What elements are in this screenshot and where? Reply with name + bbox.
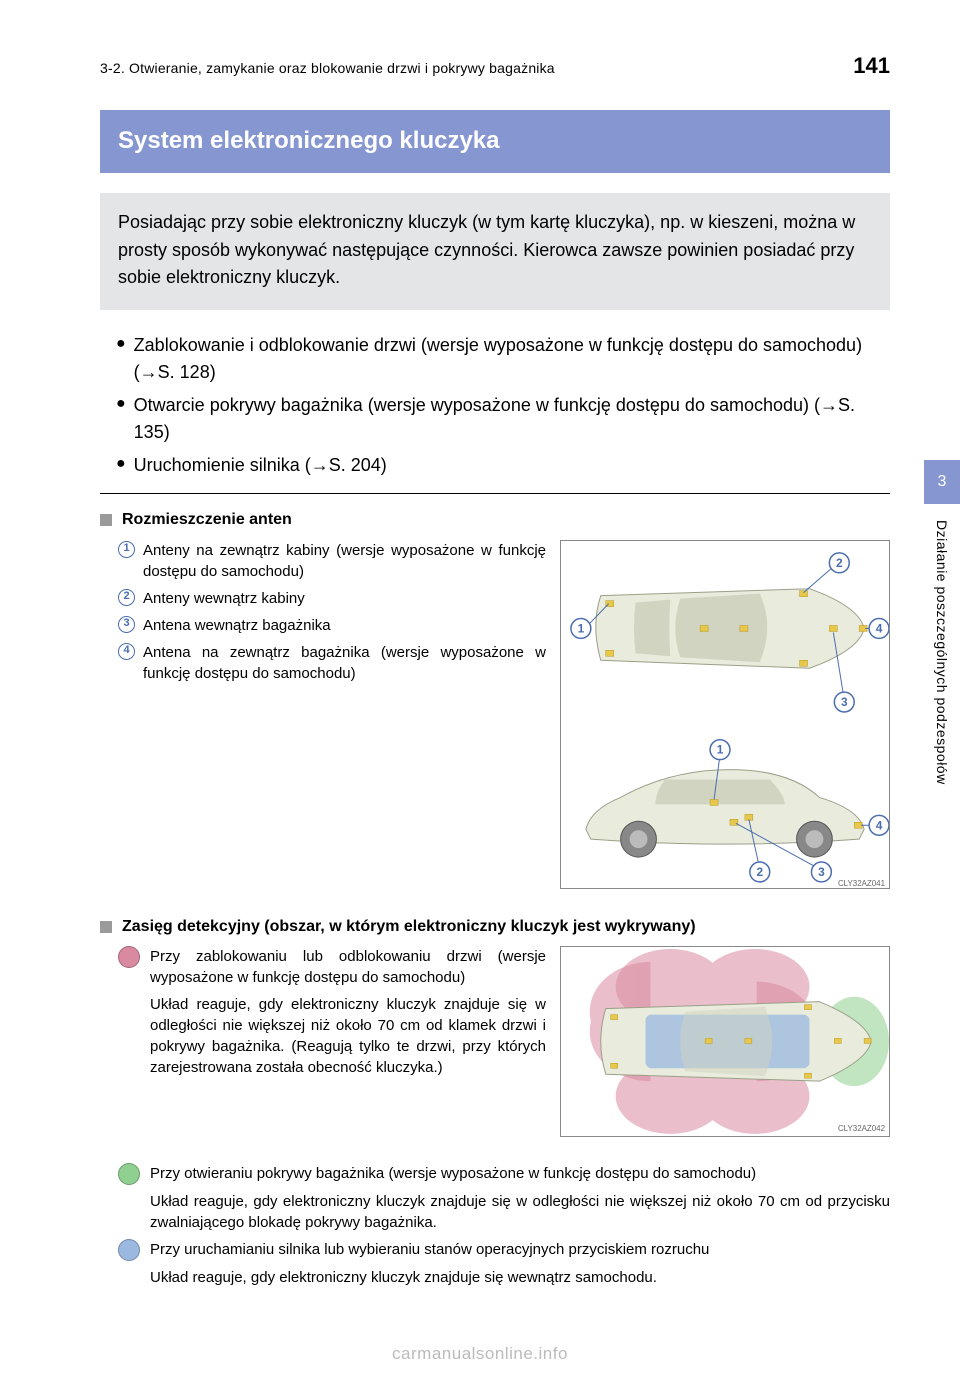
list-item: 2 Anteny wewnątrz kabiny (118, 588, 546, 609)
subheading-detection: Zasięg detekcyjny (obszar, w którym elek… (100, 915, 890, 938)
list-title: Przy uruchamianiu silnika lub wybieraniu… (150, 1239, 890, 1261)
blue-zone-icon (118, 1239, 140, 1261)
chapter-side-label: Działanie poszczególnych podzespołów (932, 520, 952, 785)
bullet-item: ● Otwarcie pokrywy bagażnika (wersje wyp… (116, 392, 878, 446)
breadcrumb: 3-2. Otwieranie, zamykanie oraz blokowan… (100, 58, 555, 78)
figure-code: CLY32AZ041 (838, 878, 886, 887)
svg-text:2: 2 (756, 865, 763, 879)
footer-watermark: carmanualsonline.info (0, 1324, 960, 1376)
svg-text:4: 4 (876, 621, 883, 635)
list-item: Przy otwieraniu pokrywy bagażnika (wersj… (118, 1163, 890, 1185)
feature-bullet-list: ● Zablokowanie i odblokowanie drzwi (wer… (100, 332, 890, 479)
list-item: Przy uruchamianiu silnika lub wybieraniu… (118, 1239, 890, 1261)
bullet-item: ● Zablokowanie i odblokowanie drzwi (wer… (116, 332, 878, 386)
list-item: 3 Antena wewnątrz bagażnika (118, 615, 546, 636)
green-zone-icon (118, 1163, 140, 1185)
page-number: 141 (853, 50, 890, 82)
bullet-item: ● Uruchomienie silnika (→S. 204) (116, 452, 878, 479)
list-text: Anteny na zewnątrz kabiny (wersje wyposa… (143, 540, 546, 582)
list-text: Antena na zewnątrz bagażnika (wersje wyp… (143, 642, 546, 684)
svg-text:3: 3 (818, 865, 825, 879)
section-title: System elektronicznego kluczyka (100, 110, 890, 173)
bullet-icon: ● (116, 332, 126, 386)
list-body: Układ reaguje, gdy elektroniczny kluczyk… (150, 994, 546, 1078)
list-body: Układ reaguje, gdy elektroniczny kluczyk… (150, 1191, 890, 1233)
list-item: Przy zablokowaniu lub odblokowaniu drzwi… (118, 946, 546, 988)
list-item: 1 Anteny na zewnątrz kabiny (wersje wypo… (118, 540, 546, 582)
subheading-label: Zasięg detekcyjny (obszar, w którym elek… (122, 915, 696, 938)
list-text: Anteny wewnątrz kabiny (143, 588, 546, 609)
svg-text:2: 2 (836, 555, 843, 569)
bullet-icon: ● (116, 452, 126, 479)
chapter-tab: 3 (924, 460, 960, 504)
svg-text:1: 1 (578, 621, 585, 635)
svg-text:1: 1 (717, 742, 724, 756)
number-badge-2: 2 (118, 589, 135, 606)
number-badge-4: 4 (118, 643, 135, 660)
bullet-icon: ● (116, 392, 126, 446)
number-badge-1: 1 (118, 541, 135, 558)
divider (100, 493, 890, 494)
pink-zone-icon (118, 946, 140, 968)
number-badge-3: 3 (118, 616, 135, 633)
subheading-antennas: Rozmieszczenie anten (100, 508, 890, 531)
antenna-diagram: 1 2 3 4 (560, 540, 890, 890)
bullet-text: Otwarcie pokrywy bagażnika (wersje wypos… (134, 392, 878, 446)
list-text: Antena wewnątrz bagażnika (143, 615, 546, 636)
square-icon (100, 514, 112, 526)
square-icon (100, 921, 112, 933)
detection-diagram: CLY32AZ042 (560, 946, 890, 1137)
detection-list-cont: Przy otwieraniu pokrywy bagażnika (wersj… (100, 1163, 890, 1288)
svg-text:3: 3 (841, 695, 848, 709)
figure-code: CLY32AZ042 (838, 1124, 886, 1133)
list-item: 4 Antena na zewnątrz bagażnika (wersje w… (118, 642, 546, 684)
detection-list: Przy zablokowaniu lub odblokowaniu drzwi… (100, 946, 546, 1144)
list-title: Przy zablokowaniu lub odblokowaniu drzwi… (150, 946, 546, 988)
list-body: Układ reaguje, gdy elektroniczny kluczyk… (150, 1267, 890, 1288)
subheading-label: Rozmieszczenie anten (122, 508, 292, 531)
list-title: Przy otwieraniu pokrywy bagażnika (wersj… (150, 1163, 890, 1185)
bullet-text: Uruchomienie silnika (→S. 204) (134, 452, 878, 479)
antenna-list: 1 Anteny na zewnątrz kabiny (wersje wypo… (100, 540, 546, 898)
intro-text: Posiadając przy sobie elektroniczny kluc… (100, 193, 890, 311)
bullet-text: Zablokowanie i odblokowanie drzwi (wersj… (134, 332, 878, 386)
svg-text:4: 4 (876, 818, 883, 832)
